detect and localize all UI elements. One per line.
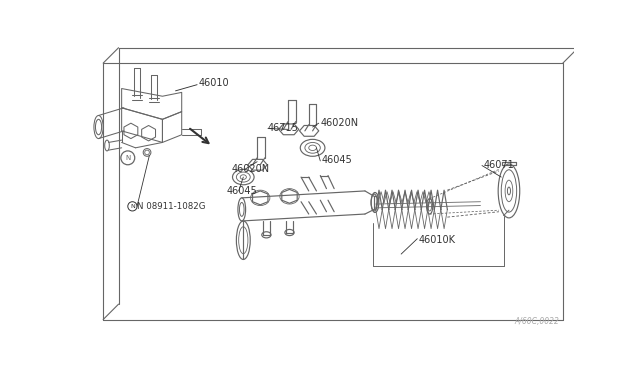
Text: N: N: [125, 155, 131, 161]
Text: A/60C,0022: A/60C,0022: [514, 317, 559, 327]
Text: 46045: 46045: [227, 186, 257, 196]
Text: N: N: [130, 204, 135, 209]
Text: 46071: 46071: [484, 160, 515, 170]
Text: 46020N: 46020N: [232, 164, 270, 174]
Text: 46010K: 46010K: [419, 235, 456, 245]
Text: 46045: 46045: [322, 155, 353, 165]
Text: 46715: 46715: [268, 123, 299, 133]
Text: 46010: 46010: [198, 78, 229, 88]
Text: 46020N: 46020N: [320, 118, 358, 128]
Text: N 08911-1082G: N 08911-1082G: [137, 202, 205, 211]
